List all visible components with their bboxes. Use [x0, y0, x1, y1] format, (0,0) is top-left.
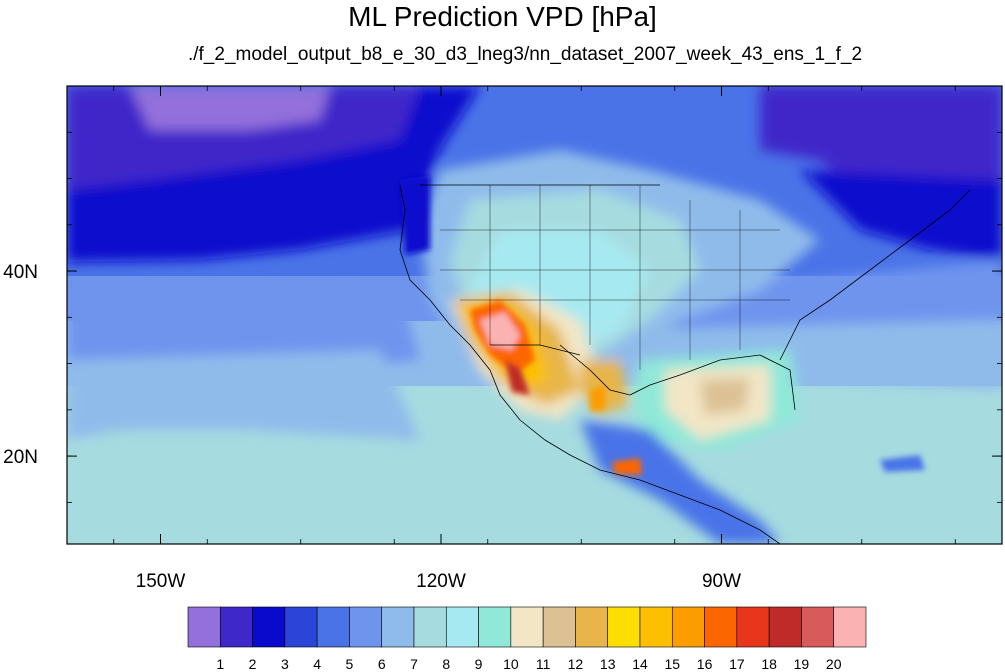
colorbar-box: [252, 606, 286, 648]
colorbar-label: 8: [442, 656, 450, 672]
colorbar-label: 1: [216, 656, 224, 672]
colorbar-box: [833, 606, 867, 648]
map-subtitle: ./f_2_model_output_b8_e_30_d3_lneg3/nn_d…: [187, 44, 863, 65]
colorbar-label: 16: [697, 656, 713, 672]
lat-tick-label: 40N: [3, 262, 38, 283]
colorbar-box: [284, 606, 318, 648]
colorbar-box: [607, 606, 641, 648]
colorbar-box: [639, 606, 673, 648]
lon-tick-label: 120W: [416, 571, 466, 592]
lon-tick-label: 90W: [702, 571, 741, 592]
colorbar-label: 10: [503, 656, 519, 672]
colorbar-label: 19: [794, 656, 810, 672]
map-frame: [66, 85, 1003, 545]
colorbar-label: 7: [410, 656, 418, 672]
colorbar-box: [575, 606, 609, 648]
colorbar-label: 6: [378, 656, 386, 672]
colorbar-label: 12: [568, 656, 584, 672]
colorbar-label: 9: [475, 656, 483, 672]
colorbar-label: 15: [664, 656, 680, 672]
colorbar-box: [671, 606, 705, 648]
colorbar-label: 2: [249, 656, 257, 672]
colorbar-label: 4: [313, 656, 321, 672]
axis-ticks: 150W 120W 90W 40N 20N: [3, 86, 1002, 592]
colorbar-box: [413, 606, 447, 648]
colorbar-box: [187, 606, 221, 648]
colorbar-label: 18: [761, 656, 777, 672]
colorbar-label: 3: [281, 656, 289, 672]
colorbar-label: 13: [600, 656, 616, 672]
colorbar-box: [801, 606, 835, 648]
colorbar-box: [736, 606, 770, 648]
colorbar-label: 20: [826, 656, 842, 672]
colorbar-label: 5: [346, 656, 354, 672]
colorbar-box: [478, 606, 512, 648]
colorbar-box: [445, 606, 479, 648]
map-title: ML Prediction VPD [hPa]: [348, 1, 657, 32]
colorbar-box: [510, 606, 544, 648]
colorbar-label: 17: [729, 656, 745, 672]
colorbar-box: [349, 606, 383, 648]
colorbar-label: 14: [632, 656, 648, 672]
colorbar-box: [316, 606, 350, 648]
lat-tick-label: 20N: [3, 447, 38, 468]
colorbar: 1 2 3 4 5 6 7 8 9 10 11 12 13 14 15 16 17 18 19 20: [187, 606, 867, 672]
state-borders: [440, 185, 790, 370]
colorbar-label: 11: [536, 656, 551, 672]
colorbar-box: [219, 606, 253, 648]
vpd-field: [67, 86, 1002, 544]
colorbar-box: [768, 606, 802, 648]
colorbar-box: [381, 606, 415, 648]
colorbar-box: [704, 606, 738, 648]
colorbar-box: [542, 606, 576, 648]
lon-tick-label: 150W: [136, 571, 186, 592]
